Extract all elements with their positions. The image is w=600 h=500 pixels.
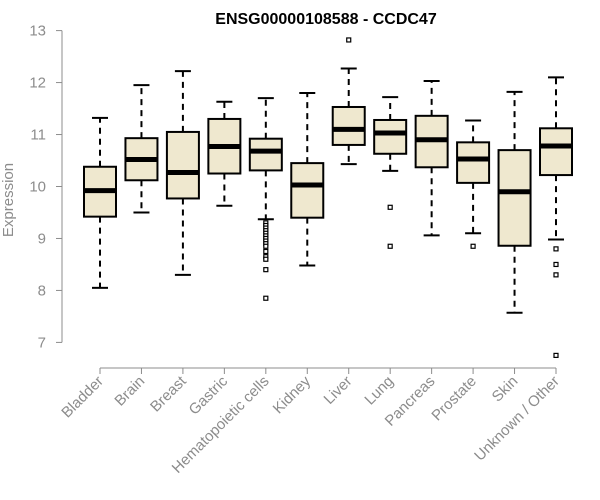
outlier-point bbox=[553, 246, 559, 252]
outlier-point bbox=[553, 352, 559, 359]
iqr-box bbox=[331, 105, 366, 146]
x-tick-label: Bladder bbox=[58, 373, 107, 422]
x-tick-label: Brain bbox=[111, 373, 148, 410]
x-tick-label: Prostate bbox=[428, 373, 480, 425]
y-tick-label: 8 bbox=[38, 282, 46, 299]
box-0 bbox=[83, 116, 117, 289]
y-tick-label: 7 bbox=[38, 334, 46, 351]
box-8 bbox=[414, 80, 449, 237]
outlier-point bbox=[387, 204, 393, 210]
box-3 bbox=[207, 100, 242, 207]
iqr-box bbox=[456, 141, 491, 184]
y-tick-label: 12 bbox=[29, 75, 46, 92]
outlier-point bbox=[346, 37, 352, 43]
box-1 bbox=[124, 84, 159, 214]
x-tick-label: Liver bbox=[321, 373, 356, 408]
outlier-point bbox=[470, 243, 476, 249]
box-2 bbox=[165, 70, 200, 276]
y-tick-label: 10 bbox=[29, 179, 46, 196]
box-11 bbox=[539, 76, 573, 359]
iqr-box bbox=[497, 149, 532, 247]
outlier-point bbox=[553, 272, 559, 278]
chart-title: ENSG00000108588 - CCDC47 bbox=[215, 11, 437, 28]
outlier-point bbox=[263, 243, 269, 249]
box-5 bbox=[290, 91, 325, 267]
iqr-box bbox=[165, 130, 200, 200]
iqr-box bbox=[248, 137, 283, 172]
x-tick-label: Breast bbox=[147, 372, 190, 415]
outlier-point bbox=[387, 243, 393, 249]
y-tick-label: 13 bbox=[29, 23, 46, 40]
box-series bbox=[83, 37, 573, 359]
box-7 bbox=[373, 96, 408, 249]
x-tick-label: Lung bbox=[361, 373, 397, 409]
box-10 bbox=[497, 90, 532, 314]
iqr-box bbox=[290, 162, 325, 219]
box-9 bbox=[456, 119, 491, 249]
iqr-box bbox=[539, 127, 573, 177]
y-tick-label: 11 bbox=[30, 127, 46, 144]
x-tick-label: Kidney bbox=[270, 372, 315, 417]
y-axis: 7 8 9 10 11 12 13 bbox=[29, 23, 63, 351]
outlier-point bbox=[263, 248, 269, 255]
outlier-point bbox=[553, 261, 559, 268]
y-axis-label: Expression bbox=[0, 163, 17, 237]
box-6 bbox=[331, 37, 366, 166]
x-tick-label: Skin bbox=[489, 373, 522, 406]
outlier-point bbox=[263, 267, 269, 273]
box-4 bbox=[248, 97, 283, 301]
iqr-box bbox=[373, 118, 408, 155]
y-tick-label: 9 bbox=[38, 230, 46, 247]
outlier-point bbox=[263, 295, 269, 301]
outlier-point bbox=[263, 256, 269, 262]
